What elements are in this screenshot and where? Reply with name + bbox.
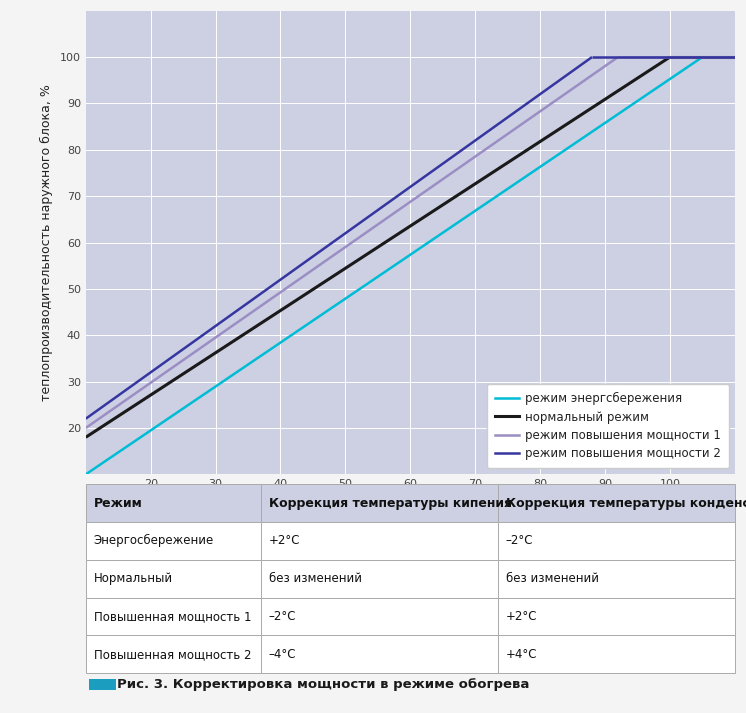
X-axis label: требуемая теплопроизводительность внутренних блоков, %: требуемая теплопроизводительность внутре… xyxy=(208,496,612,509)
Bar xyxy=(261,635,498,673)
Text: –2°C: –2°C xyxy=(506,534,533,548)
Y-axis label: теплопроизводительность наружного блока, %: теплопроизводительность наружного блока,… xyxy=(40,84,53,401)
Bar xyxy=(261,484,498,522)
Bar xyxy=(261,522,498,560)
Text: –2°C: –2°C xyxy=(269,610,296,623)
Bar xyxy=(498,522,735,560)
Bar xyxy=(261,560,498,597)
Text: Повышенная мощность 1: Повышенная мощность 1 xyxy=(93,610,251,623)
Bar xyxy=(86,522,261,560)
Text: Рис. 3. Корректировка мощности в режиме обогрева: Рис. 3. Корректировка мощности в режиме … xyxy=(117,677,530,691)
Text: –4°C: –4°C xyxy=(269,648,296,661)
Text: без изменений: без изменений xyxy=(506,572,599,585)
Text: Коррекция температуры кипения: Коррекция температуры кипения xyxy=(269,496,512,510)
Bar xyxy=(86,560,261,597)
Text: Коррекция температуры конденсации: Коррекция температуры конденсации xyxy=(506,496,746,510)
Bar xyxy=(86,635,261,673)
Text: Энергосбережение: Энергосбережение xyxy=(93,534,214,548)
Bar xyxy=(498,560,735,597)
Bar xyxy=(261,597,498,635)
Legend: режим энергсбережения, нормальный режим, режим повышения мощности 1, режим повыш: режим энергсбережения, нормальный режим,… xyxy=(487,384,729,468)
Bar xyxy=(89,679,104,689)
Text: +2°C: +2°C xyxy=(269,534,301,548)
Text: Режим: Режим xyxy=(93,496,142,510)
Text: +2°C: +2°C xyxy=(506,610,537,623)
Bar xyxy=(100,679,116,689)
Text: без изменений: без изменений xyxy=(269,572,362,585)
Text: +4°C: +4°C xyxy=(506,648,537,661)
Bar xyxy=(498,484,735,522)
Text: Повышенная мощность 2: Повышенная мощность 2 xyxy=(93,648,251,661)
Bar xyxy=(86,597,261,635)
Bar xyxy=(498,635,735,673)
Text: Нормальный: Нормальный xyxy=(93,572,173,585)
Bar xyxy=(86,484,261,522)
Bar xyxy=(498,597,735,635)
